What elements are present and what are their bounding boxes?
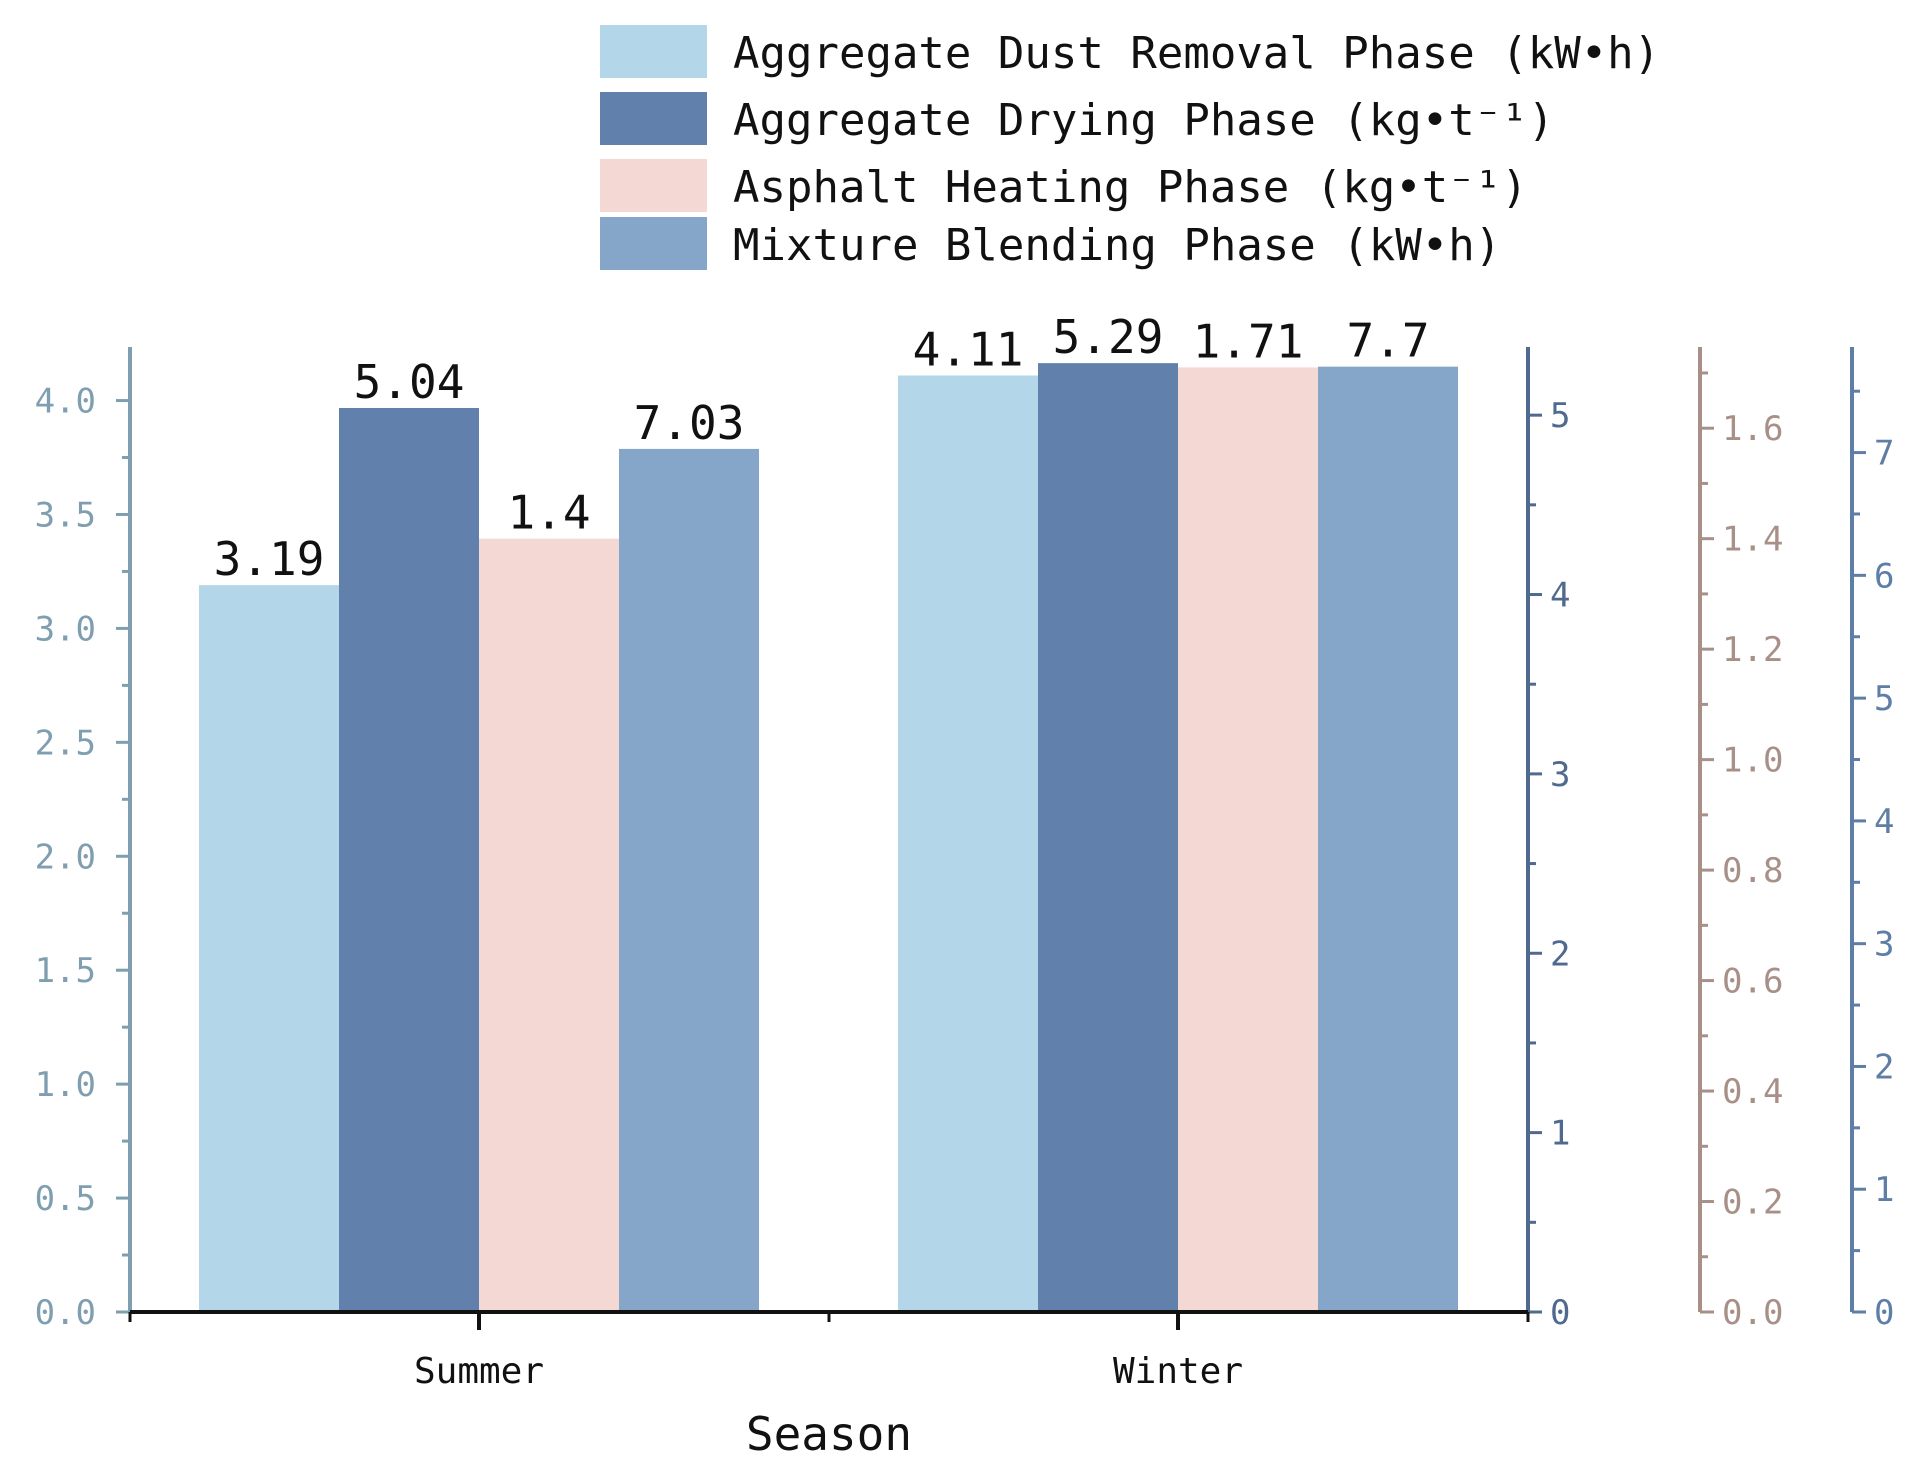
- data-label: 5.04: [354, 355, 465, 409]
- tick-label: 1.2: [1722, 630, 1783, 670]
- bar-summer-s0: [199, 585, 339, 1312]
- category-label: Winter: [1113, 1351, 1243, 1392]
- tick-label: 4: [1874, 802, 1894, 842]
- tick-label: 5: [1874, 679, 1894, 719]
- legend: Aggregate Dust Removal Phase (kW•h) Aggr…: [600, 25, 1660, 271]
- bar-winter-s3: [1318, 366, 1458, 1312]
- tick-label: 1: [1550, 1114, 1570, 1154]
- tick-label: 1.0: [1722, 741, 1783, 781]
- tick-label: 2: [1550, 934, 1570, 974]
- tick-label: 0.5: [35, 1179, 96, 1219]
- legend-swatch-dust-removal: [600, 25, 707, 78]
- legend-label-drying: Aggregate Drying Phase (kg•t⁻¹): [733, 95, 1554, 146]
- tick-label: 0: [1874, 1293, 1894, 1333]
- tick-label: 0.0: [35, 1293, 96, 1333]
- legend-swatch-drying: [600, 92, 707, 145]
- tick-label: 0.8: [1722, 851, 1783, 891]
- bar-summer-s2: [479, 538, 619, 1312]
- data-label: 4.11: [913, 322, 1024, 376]
- legend-swatch-mixture-blending: [600, 217, 707, 270]
- legend-label-dust-removal: Aggregate Dust Removal Phase (kW•h): [733, 28, 1660, 79]
- tick-label: 3: [1874, 925, 1894, 965]
- tick-label: 3: [1550, 755, 1570, 795]
- data-label: 1.71: [1193, 314, 1304, 368]
- tick-label: 0.0: [1722, 1293, 1783, 1333]
- category-label: Summer: [414, 1351, 544, 1392]
- legend-swatch-asphalt-heating: [600, 159, 707, 212]
- tick-label: 1: [1874, 1170, 1894, 1210]
- data-label: 5.29: [1053, 310, 1164, 364]
- data-label: 7.03: [634, 396, 745, 450]
- tick-label: 2.0: [35, 837, 96, 877]
- legend-label-mixture-blending: Mixture Blending Phase (kW•h): [733, 220, 1501, 271]
- tick-label: 5: [1550, 396, 1570, 436]
- tick-label: 1.5: [35, 951, 96, 991]
- tick-label: 2: [1874, 1047, 1894, 1087]
- tick-label: 3.0: [35, 609, 96, 649]
- tick-label: 0.2: [1722, 1183, 1783, 1223]
- bar-winter-s2: [1178, 367, 1318, 1313]
- tick-label: 6: [1874, 556, 1894, 596]
- plot-area: 3.19 4.11 5.04 5.29 1.4 1.71 7.03 7.7 0.0 0.5 1.0 1…: [35, 310, 1895, 1392]
- tick-label: 1.6: [1722, 409, 1783, 449]
- data-label: 7.7: [1346, 314, 1429, 368]
- tick-label: 0.4: [1722, 1072, 1783, 1112]
- data-label: 3.19: [214, 532, 325, 586]
- data-label: 1.4: [507, 486, 590, 540]
- tick-label: 4: [1550, 576, 1570, 616]
- tick-label: 0.6: [1722, 962, 1783, 1002]
- tick-label: 0: [1550, 1293, 1570, 1333]
- tick-label: 1.0: [35, 1065, 96, 1105]
- tick-label: 3.5: [35, 495, 96, 535]
- bar-winter-s1: [1038, 363, 1178, 1312]
- tick-label: 1.4: [1722, 520, 1783, 560]
- bar-summer-s3: [619, 448, 759, 1312]
- x-axis-title: Season: [746, 1407, 912, 1461]
- tick-label: 7: [1874, 434, 1894, 474]
- tick-label: 2.5: [35, 723, 96, 763]
- legend-label-asphalt-heating: Asphalt Heating Phase (kg•t⁻¹): [733, 162, 1528, 213]
- bar-summer-s1: [339, 407, 479, 1313]
- tick-label: 4.0: [35, 382, 96, 422]
- bar-winter-s0: [898, 375, 1038, 1312]
